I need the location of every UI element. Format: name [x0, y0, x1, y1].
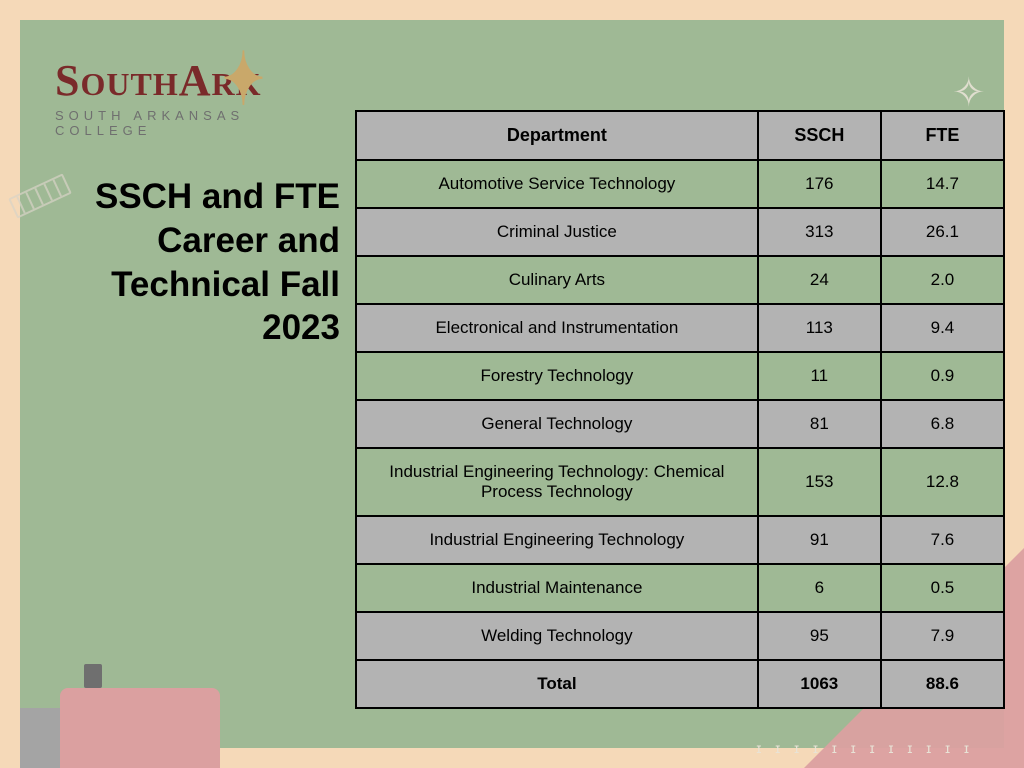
cell-department: Industrial Engineering Technology: Chemi… — [356, 448, 758, 516]
cell-department: Welding Technology — [356, 612, 758, 660]
table-row: Industrial Engineering Technology917.6 — [356, 516, 1004, 564]
page-title: SSCH and FTE Career and Technical Fall 2… — [40, 175, 340, 350]
cell-department: Forestry Technology — [356, 352, 758, 400]
logo-smallcaps: OUTH — [80, 66, 178, 102]
table-row: General Technology816.8 — [356, 400, 1004, 448]
cell-fte: 9.4 — [881, 304, 1004, 352]
table-row: Industrial Maintenance60.5 — [356, 564, 1004, 612]
cell-department: Automotive Service Technology — [356, 160, 758, 208]
inner-panel: ✧ ɪ ɪ ɪ ɪ ɪ ɪ ɪ ɪ ɪ ɪ ɪ ɪ SOUTHARK ✦ SOU… — [20, 20, 1004, 748]
page: ✧ ɪ ɪ ɪ ɪ ɪ ɪ ɪ ɪ ɪ ɪ ɪ ɪ SOUTHARK ✦ SOU… — [0, 0, 1024, 768]
table-body: Automotive Service Technology17614.7Crim… — [356, 160, 1004, 708]
col-header-department: Department — [356, 111, 758, 160]
cell-fte: 0.9 — [881, 352, 1004, 400]
table-row: Automotive Service Technology17614.7 — [356, 160, 1004, 208]
table-row: Forestry Technology110.9 — [356, 352, 1004, 400]
cell-ssch: 11 — [758, 352, 881, 400]
table-row: Welding Technology957.9 — [356, 612, 1004, 660]
cell-department: Industrial Engineering Technology — [356, 516, 758, 564]
data-table: Department SSCH FTE Automotive Service T… — [355, 110, 1005, 709]
col-header-fte: FTE — [881, 111, 1004, 160]
cell-fte: 14.7 — [881, 160, 1004, 208]
cell-department: General Technology — [356, 400, 758, 448]
table-row: Criminal Justice31326.1 — [356, 208, 1004, 256]
ruler-ticks-decor: ɪ ɪ ɪ ɪ ɪ ɪ ɪ ɪ ɪ ɪ ɪ ɪ — [756, 740, 974, 756]
cell-ssch: 91 — [758, 516, 881, 564]
cell-fte: 6.8 — [881, 400, 1004, 448]
cell-fte: 7.9 — [881, 612, 1004, 660]
table-row: Industrial Engineering Technology: Chemi… — [356, 448, 1004, 516]
cell-fte: 2.0 — [881, 256, 1004, 304]
cell-department: Industrial Maintenance — [356, 564, 758, 612]
cell-fte: 7.6 — [881, 516, 1004, 564]
pink-block-decor — [60, 688, 220, 768]
logo: SOUTHARK ✦ SOUTH ARKANSAS COLLEGE — [55, 55, 345, 138]
cell-fte: 26.1 — [881, 208, 1004, 256]
data-table-wrap: Department SSCH FTE Automotive Service T… — [355, 110, 1005, 709]
cell-ssch: 176 — [758, 160, 881, 208]
cell-ssch: 81 — [758, 400, 881, 448]
logo-letter: S — [55, 56, 80, 105]
cell-ssch: 153 — [758, 448, 881, 516]
cell-total-fte: 88.6 — [881, 660, 1004, 708]
cell-total-ssch: 1063 — [758, 660, 881, 708]
table-row: Culinary Arts242.0 — [356, 256, 1004, 304]
cell-department: Culinary Arts — [356, 256, 758, 304]
logo-smallcaps: RK — [212, 66, 262, 102]
cell-ssch: 95 — [758, 612, 881, 660]
col-header-ssch: SSCH — [758, 111, 881, 160]
logo-subtitle: SOUTH ARKANSAS COLLEGE — [55, 108, 345, 138]
cell-department: Criminal Justice — [356, 208, 758, 256]
cell-ssch: 313 — [758, 208, 881, 256]
table-total-row: Total106388.6 — [356, 660, 1004, 708]
cell-total-label: Total — [356, 660, 758, 708]
logo-main-text: SOUTHARK ✦ — [55, 55, 262, 106]
table-row: Electronical and Instrumentation1139.4 — [356, 304, 1004, 352]
cell-department: Electronical and Instrumentation — [356, 304, 758, 352]
cell-ssch: 6 — [758, 564, 881, 612]
cell-ssch: 24 — [758, 256, 881, 304]
logo-letter: A — [179, 56, 212, 105]
cell-ssch: 113 — [758, 304, 881, 352]
cell-fte: 0.5 — [881, 564, 1004, 612]
cell-fte: 12.8 — [881, 448, 1004, 516]
table-header-row: Department SSCH FTE — [356, 111, 1004, 160]
